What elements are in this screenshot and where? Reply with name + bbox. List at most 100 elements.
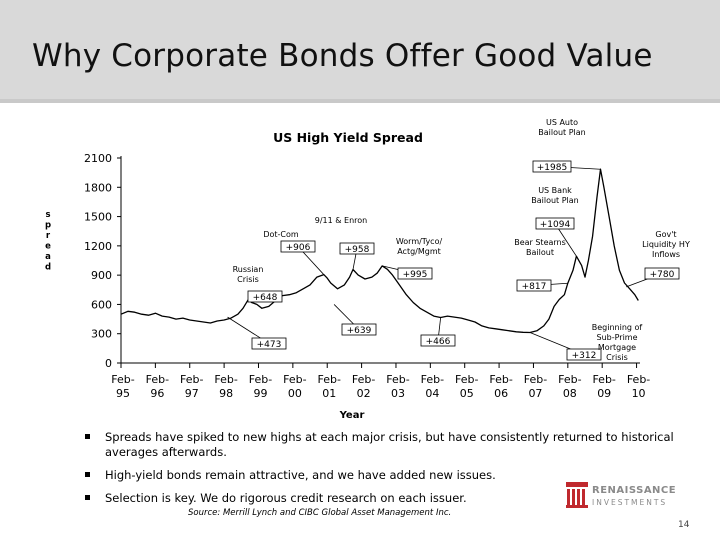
annotation-label-line: Bailout xyxy=(526,248,554,257)
annotation-label-line: Dot-Com xyxy=(263,230,299,239)
annotation-value: +817 xyxy=(522,282,547,292)
annotation-label-line: US Auto xyxy=(546,118,578,127)
x-tick-label-month: Feb- xyxy=(386,373,409,386)
annotation-value: +466 xyxy=(426,337,451,347)
annotation-value-box xyxy=(339,242,375,255)
x-tick-label-year: 95 xyxy=(116,387,130,400)
logo-subtitle: INVESTMENTS xyxy=(592,498,668,507)
renaissance-logo: RENAISSANCE INVESTMENTS xyxy=(566,482,696,510)
annotation-label-line: Gov't xyxy=(655,230,676,239)
page-number: 14 xyxy=(678,520,690,530)
x-tick-label-month: Feb- xyxy=(421,373,444,386)
annotation-label-line: Bailout Plan xyxy=(531,196,579,205)
annotation-value: +473 xyxy=(257,340,282,350)
spread-chart: US High Yield Spread03006009001200150018… xyxy=(45,118,690,421)
annotation-label-line: Bailout Plan xyxy=(538,128,586,137)
slide-title: Why Corporate Bonds Offer Good Value xyxy=(32,38,653,74)
annotation-value: +648 xyxy=(253,293,278,303)
annotation-value: +1985 xyxy=(537,163,567,173)
annotation-label-line: 9/11 & Enron xyxy=(315,216,368,225)
bullet-mark xyxy=(85,434,90,439)
x-tick-label-year: 05 xyxy=(460,387,474,400)
logo-mark-icon xyxy=(566,482,588,508)
annotation-label: Worm/Tyco/Actg/Mgmt xyxy=(396,237,443,256)
annotation-value-box xyxy=(420,334,456,347)
x-tick-label-year: 99 xyxy=(253,387,267,400)
x-tick-label-month: Feb- xyxy=(627,373,650,386)
annotation-value-box xyxy=(251,337,287,350)
annotation-label: US Bank Bailout Plan xyxy=(531,186,579,205)
x-tick-label-year: 04 xyxy=(425,387,439,400)
annotation-label-line: Russian xyxy=(233,265,264,274)
annotation-value: +780 xyxy=(650,270,675,280)
x-tick-label-month: Feb- xyxy=(524,373,547,386)
x-tick-label-year: 01 xyxy=(322,387,336,400)
annotation-label-line: Bear Stearns xyxy=(514,238,566,247)
y-tick-label: 900 xyxy=(91,269,112,282)
annotation-label: 9/11 & Enron xyxy=(315,216,368,225)
x-tick-label-year: 08 xyxy=(563,387,577,400)
annotation-label-line: Worm/Tyco/ xyxy=(396,237,443,246)
annotation-value-box xyxy=(280,240,316,253)
bullet-list: Spreads have spiked to new highs at each… xyxy=(85,430,685,514)
bullet-item: Spreads have spiked to new highs at each… xyxy=(85,430,685,460)
x-tick-label-year: 07 xyxy=(528,387,542,400)
annotation-value: +312 xyxy=(572,351,597,361)
x-tick-label-month: Feb- xyxy=(111,373,134,386)
y-tick-label: 300 xyxy=(91,328,112,341)
bullet-text: High-yield bonds remain attractive, and … xyxy=(105,467,496,482)
x-axis-label: Year xyxy=(339,410,365,421)
annotation-value-box xyxy=(516,279,552,292)
annotation-value: +639 xyxy=(347,326,372,336)
y-axis-label-letter: e xyxy=(45,242,51,252)
annotation-value: +1094 xyxy=(540,220,571,230)
annotation-value-box xyxy=(341,323,377,336)
x-tick-label-month: Feb- xyxy=(249,373,272,386)
annotation-label-line: Liquidity HY xyxy=(642,240,690,249)
y-axis-label-letter: a xyxy=(45,252,51,262)
x-tick-label-month: Feb- xyxy=(317,373,340,386)
annotation-value-box xyxy=(644,267,680,280)
x-tick-label-month: Feb- xyxy=(283,373,306,386)
x-tick-label-month: Feb- xyxy=(352,373,375,386)
annotation-label-line: Mortgage xyxy=(598,343,636,352)
annotation-value-box xyxy=(397,267,433,280)
title-underline xyxy=(0,99,720,103)
x-tick-label-year: 02 xyxy=(357,387,371,400)
y-axis-label-letter: r xyxy=(46,231,51,241)
bullet-text: Selection is key. We do rigorous credit … xyxy=(105,490,467,505)
annotation-label-line: Actg/Mgmt xyxy=(397,247,441,256)
annotation-label: US Auto Bailout Plan xyxy=(538,118,586,137)
y-tick-label: 1800 xyxy=(84,181,112,194)
y-tick-label: 1200 xyxy=(84,240,112,253)
x-tick-label-year: 97 xyxy=(185,387,199,400)
x-tick-label-month: Feb- xyxy=(146,373,169,386)
annotation-label-line: Crisis xyxy=(606,353,628,362)
annotation-value-box xyxy=(532,160,572,173)
annotation-label: Bear Stearns Bailout xyxy=(514,238,566,257)
annotation-value: +995 xyxy=(403,270,428,280)
annotation-label-line: Inflows xyxy=(652,250,680,259)
y-axis-label-letter: p xyxy=(45,221,51,231)
x-tick-label-year: 10 xyxy=(632,387,646,400)
x-tick-label-month: Feb- xyxy=(558,373,581,386)
annotation-label-line: Crisis xyxy=(237,275,259,284)
bullet-item: High-yield bonds remain attractive, and … xyxy=(85,468,685,483)
y-tick-label: 0 xyxy=(105,357,112,370)
x-tick-label-month: Feb- xyxy=(455,373,478,386)
y-axis-label-letter: d xyxy=(45,263,51,273)
y-tick-label: 2100 xyxy=(84,152,112,165)
y-tick-label: 1500 xyxy=(84,211,112,224)
bullet-text: Spreads have spiked to new highs at each… xyxy=(105,430,674,459)
y-axis-label-letter: s xyxy=(45,210,50,220)
x-tick-label-year: 96 xyxy=(150,387,164,400)
x-tick-label-month: Feb- xyxy=(180,373,203,386)
x-tick-label-month: Feb- xyxy=(214,373,237,386)
annotation-label-line: Sub-Prime xyxy=(596,333,637,342)
x-tick-label-month: Feb- xyxy=(489,373,512,386)
annotation-label: Russian Crisis xyxy=(233,265,264,284)
annotation-label-line: Beginning of xyxy=(592,323,643,332)
chart-title: US High Yield Spread xyxy=(273,130,423,145)
x-tick-label-year: 09 xyxy=(597,387,611,400)
